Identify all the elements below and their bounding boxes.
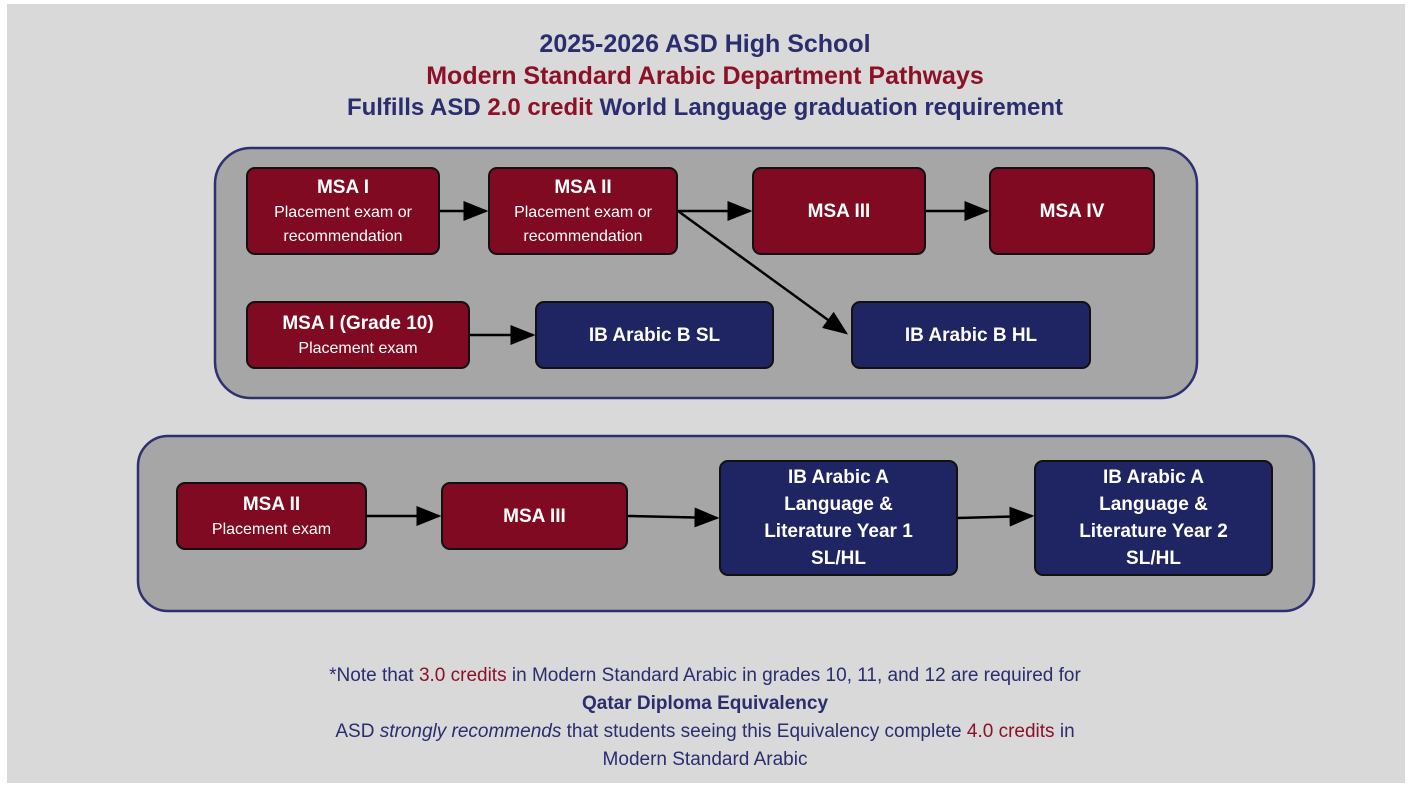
text: Fulfills ASD bbox=[346, 94, 481, 121]
node: MSA IV bbox=[989, 167, 1155, 255]
text: 2.0 credit bbox=[487, 94, 593, 121]
note-line: Qatar Diploma Equivalency bbox=[581, 693, 829, 714]
text: strongly recommends bbox=[379, 721, 562, 742]
node-sublabel: Placement exam bbox=[211, 520, 332, 538]
text: World Language graduation requirement bbox=[599, 94, 1064, 121]
note-line: Modern Standard Arabic bbox=[602, 749, 808, 770]
node: MSA I Placement exam or recommendation bbox=[246, 167, 440, 255]
node: IB Arabic B HL bbox=[851, 301, 1091, 369]
note-line: ASD strongly recommends that students se… bbox=[0, 721, 1410, 743]
text: that students seeing this Equivalency co… bbox=[566, 721, 962, 742]
node: IB Arabic B SL bbox=[535, 301, 774, 369]
node-label: MSA III bbox=[503, 505, 566, 527]
node: MSA II Placement exam bbox=[176, 482, 367, 550]
subtitle: Modern Standard Arabic Department Pathwa… bbox=[426, 62, 984, 90]
text: ASD bbox=[335, 721, 375, 742]
note-line: *Note that 3.0 credits in Modern Standar… bbox=[0, 665, 1410, 687]
text: in Modern Standard Arabic in grades 10, … bbox=[511, 665, 1081, 686]
text: *Note that bbox=[329, 665, 414, 686]
node-label: MSA II bbox=[242, 493, 301, 515]
node-label: MSA III bbox=[807, 200, 871, 222]
node-label: IB Arabic A Language & Literature Year 1… bbox=[764, 467, 913, 569]
node-label: IB Arabic A Language & Literature Year 2… bbox=[1079, 467, 1228, 569]
requirement: Fulfills ASD 2.0 credit World Language g… bbox=[0, 94, 1410, 122]
node: MSA III bbox=[441, 482, 628, 550]
node-label: IB Arabic B HL bbox=[904, 324, 1038, 346]
text: in bbox=[1059, 721, 1075, 742]
node-label: MSA II bbox=[554, 176, 612, 198]
node-sublabel: Placement exam bbox=[298, 339, 418, 357]
node: MSA I (Grade 10) Placement exam bbox=[246, 301, 470, 369]
node: MSA III bbox=[752, 167, 926, 255]
node: IB Arabic A Language & Literature Year 2… bbox=[1034, 460, 1273, 576]
arrows bbox=[367, 201, 1035, 528]
node: IB Arabic A Language & Literature Year 1… bbox=[719, 460, 958, 576]
node-label: IB Arabic B SL bbox=[588, 324, 721, 346]
node-label: MSA I bbox=[316, 176, 370, 198]
text: 3.0 credits bbox=[418, 665, 507, 686]
node-label: MSA IV bbox=[1039, 200, 1105, 222]
node: MSA II Placement exam or recommendation bbox=[488, 167, 678, 255]
node-label: MSA I (Grade 10) bbox=[282, 312, 434, 334]
node-sublabel: Placement exam or recommendation bbox=[514, 203, 652, 245]
node-sublabel: Placement exam or recommendation bbox=[274, 203, 412, 245]
title: 2025-2026 ASD High School bbox=[539, 30, 871, 58]
text: 4.0 credits bbox=[966, 721, 1055, 742]
